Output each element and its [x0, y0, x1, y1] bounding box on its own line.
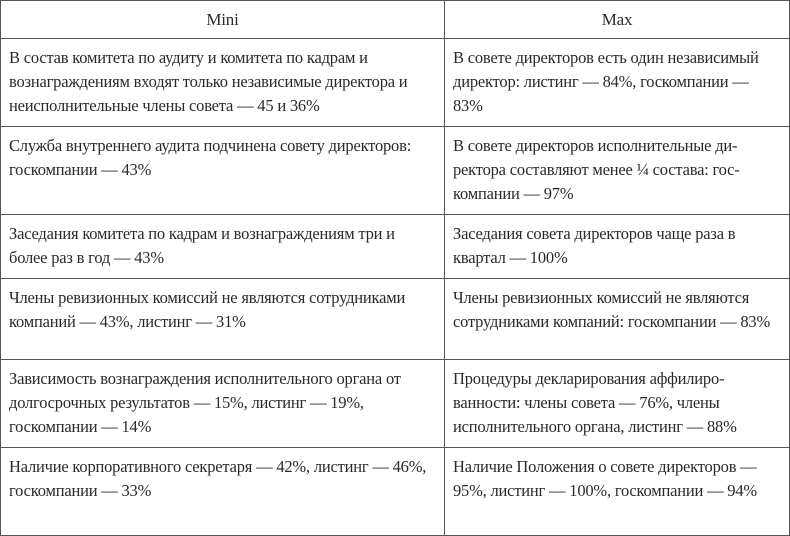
cell-max: В совете директоров исполнительные ди­ре…	[444, 126, 790, 215]
cell-text: Члены ревизионных комиссий не являются с…	[9, 288, 406, 331]
cell-text: В совете директоров исполнительные ди­ре…	[453, 136, 740, 203]
cell-mini: Заседания комитета по кадрам и вознаграж…	[0, 214, 445, 279]
column-header-mini: Mini	[0, 0, 445, 39]
cell-mini: Члены ревизионных комиссий не являются с…	[0, 278, 445, 360]
cell-max: Процедуры декларирования аффилиро­ваннос…	[444, 359, 790, 448]
table-row: Служба внутреннего аудита подчинена сове…	[0, 126, 790, 215]
cell-max: Члены ревизионных комиссий не являют­ся …	[444, 278, 790, 360]
cell-mini: Служба внутреннего аудита подчинена сове…	[0, 126, 445, 215]
header-row: Mini Max	[0, 0, 790, 39]
cell-text: В состав комитета по аудиту и комитета п…	[9, 48, 408, 115]
table-row: В состав комитета по аудиту и комитета п…	[0, 38, 790, 127]
cell-max: Наличие Положения о совете директоров — …	[444, 447, 790, 536]
table-row: Зависимость вознаграждения исполнительно…	[0, 359, 790, 448]
cell-max: Заседания совета директоров чаще раза в …	[444, 214, 790, 279]
cell-mini: В состав комитета по аудиту и комитета п…	[0, 38, 445, 127]
cell-text: Наличие Положения о совете директоров — …	[453, 457, 757, 500]
cell-text: Зависимость вознаграждения исполнительно…	[9, 369, 401, 436]
cell-text: Служба внутреннего аудита подчинена сове…	[9, 136, 412, 179]
table-row: Заседания комитета по кадрам и вознаграж…	[0, 214, 790, 279]
cell-mini: Зависимость вознаграждения исполнительно…	[0, 359, 445, 448]
table-row: Наличие корпоративного секретаря — 42%, …	[0, 447, 790, 536]
cell-text: Заседания комитета по кадрам и вознаграж…	[9, 224, 395, 267]
table-row: Члены ревизионных комиссий не являются с…	[0, 278, 790, 360]
cell-max: В совете директоров есть один независи­м…	[444, 38, 790, 127]
cell-text: Процедуры декларирования аффилиро­ваннос…	[453, 369, 737, 436]
cell-text: В совете директоров есть один независи­м…	[453, 48, 759, 115]
cell-text: Наличие корпоративного секретаря — 42%, …	[9, 457, 427, 500]
cell-text: Заседания совета директоров чаще раза в …	[453, 224, 736, 267]
cell-mini: Наличие корпоративного секретаря — 42%, …	[0, 447, 445, 536]
cell-text: Члены ревизионных комиссий не являют­ся …	[453, 288, 770, 331]
column-header-max: Max	[444, 0, 790, 39]
